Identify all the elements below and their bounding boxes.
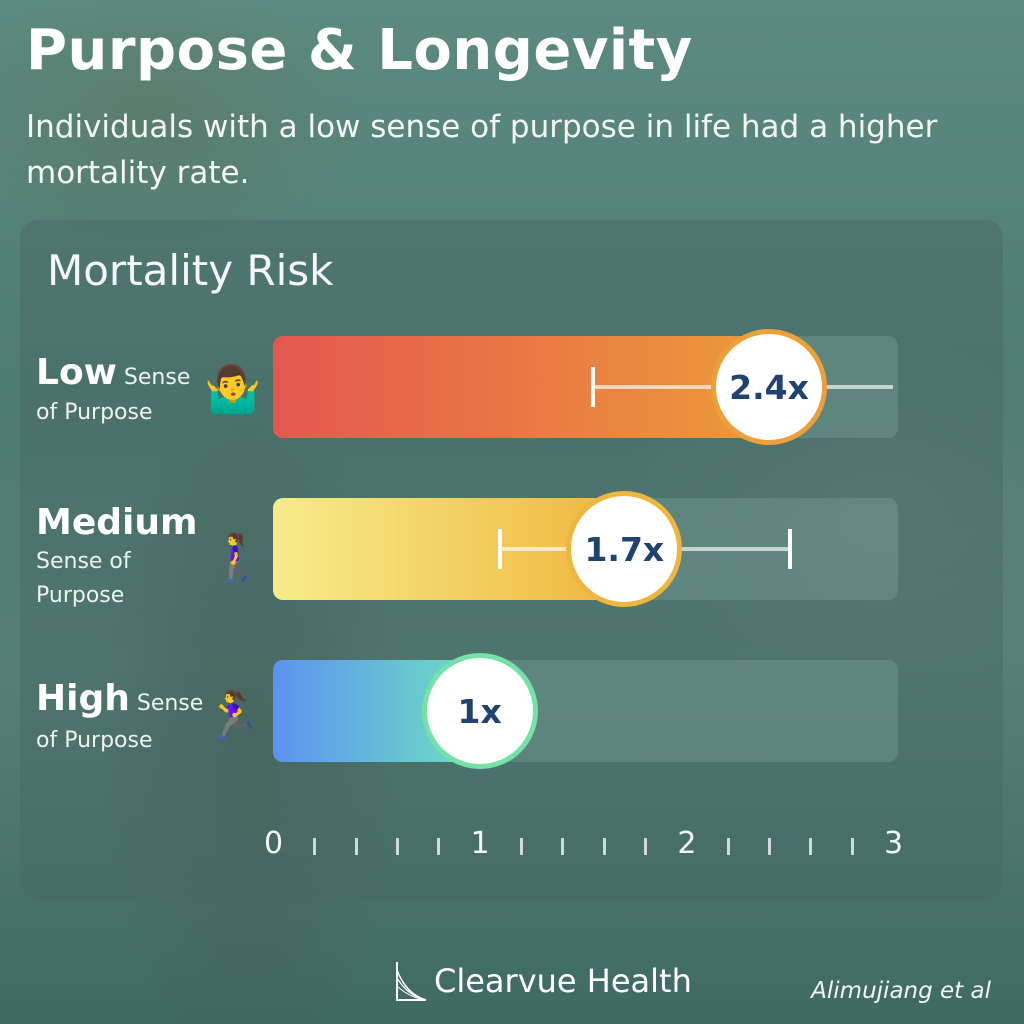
brand: Clearvue Health	[394, 960, 692, 1002]
x-minor-tick	[396, 838, 399, 855]
x-tick-label: 0	[264, 826, 284, 861]
running-person-icon: 🏃‍♀️	[204, 688, 262, 742]
error-cap-upper-medium	[787, 529, 792, 569]
row-label-medium: Medium Sense of Purpose	[36, 502, 198, 613]
row-label-rest2: of Purpose	[36, 400, 153, 425]
x-minor-tick	[726, 838, 730, 855]
x-minor-tick	[437, 838, 441, 855]
x-minor-tick	[644, 838, 647, 855]
error-cap-lower-low	[591, 367, 596, 407]
source-citation: Alimujiang et al	[811, 978, 991, 1004]
brand-name: Clearvue Health	[434, 962, 692, 1000]
x-minor-tick	[313, 838, 317, 855]
page-subtitle: Individuals with a low sense of purpose …	[26, 109, 938, 191]
clearvue-logo-icon	[396, 962, 427, 1001]
x-minor-tick	[809, 838, 813, 855]
value-label-high: 1x	[421, 653, 538, 769]
row-label-high: High Sense of Purpose	[36, 678, 203, 763]
shrugging-person-icon: 🤷‍♂️	[204, 362, 262, 416]
x-minor-tick	[602, 838, 606, 855]
walking-person-icon: 🚶‍♀️	[208, 530, 266, 584]
x-minor-tick	[520, 838, 523, 855]
row-label-rest: Sense	[116, 365, 191, 390]
row-label-low: Low Sense of Purpose	[36, 352, 190, 433]
x-minor-tick	[850, 838, 854, 855]
value-label-medium: 1.7x	[566, 491, 683, 607]
page-title: Purpose & Longevity	[26, 18, 693, 83]
value-label-low: 2.4x	[711, 329, 827, 445]
error-cap-lower-medium	[498, 529, 503, 569]
row-label-rest2: of Purpose	[36, 728, 153, 753]
row-label-strong: Medium	[36, 502, 198, 543]
x-tick-label: 1	[470, 826, 490, 861]
row-label-rest2: Sense of Purpose	[36, 549, 131, 608]
x-minor-tick	[561, 838, 565, 855]
x-minor-tick	[768, 838, 771, 855]
chart-title: Mortality Risk	[47, 246, 334, 295]
x-minor-tick	[354, 838, 358, 855]
row-label-rest: Sense	[129, 691, 204, 716]
x-tick-label: 3	[884, 826, 904, 861]
row-label-strong: Low	[36, 352, 117, 393]
x-tick-label: 2	[677, 826, 697, 861]
row-label-strong: High	[36, 678, 130, 719]
